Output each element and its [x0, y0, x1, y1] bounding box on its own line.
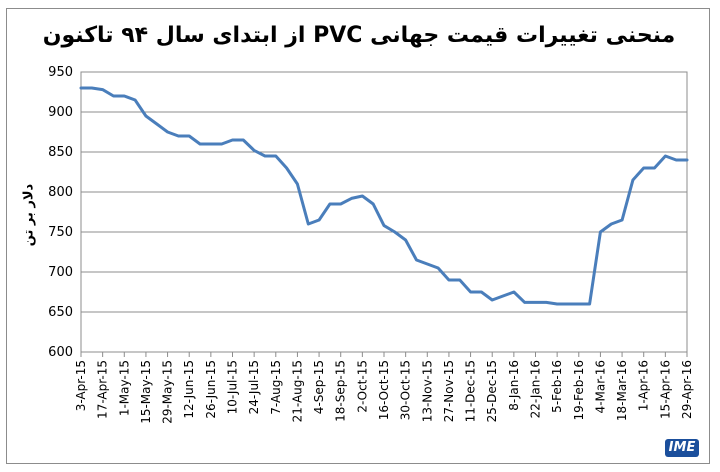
line-chart: 600 650 700 750 800 850 900 950 3-Apr-15 17-Apr-1…: [48, 65, 694, 424]
x-tick-label: 18-Sep-15: [334, 360, 348, 422]
plot-area: [80, 71, 688, 353]
ime-logo: IME: [665, 439, 699, 457]
x-tick-label: 11-Dec-15: [464, 360, 478, 422]
x-tick-label: 4-Mar-16: [593, 360, 607, 413]
x-tick-label: 16-Oct-15: [377, 360, 391, 420]
x-tick-label: 30-Oct-15: [399, 360, 413, 420]
x-tick-label: 19-Feb-16: [572, 360, 586, 420]
x-tick-label: 24-Jul-15: [247, 360, 261, 414]
x-tick-label: 29-Apr-16: [680, 360, 694, 419]
x-tick-label: 5-Feb-16: [550, 360, 564, 413]
x-tick-label: 4-Sep-15: [312, 360, 326, 414]
chart-frame: منحنی تغییرات قیمت جهانی PVC از ابتدای س…: [6, 8, 710, 464]
x-tick-label: 15-May-15: [139, 360, 153, 424]
x-tick-label: 8-Jan-16: [507, 360, 521, 411]
x-tick-label: 3-Apr-15: [74, 360, 88, 411]
y-tick-label: 800: [48, 185, 73, 200]
y-tick-label: 600: [48, 345, 73, 360]
x-tick-label: 15-Apr-16: [658, 360, 672, 419]
y-tick-label: 850: [48, 145, 73, 160]
x-tick-label: 12-Jun-15: [182, 360, 196, 419]
y-tick-label: 950: [48, 65, 73, 80]
x-tick-label: 26-Jun-15: [204, 360, 218, 419]
x-tick-label: 22-Jan-16: [529, 360, 543, 418]
x-tick-label: 21-Aug-15: [290, 360, 304, 422]
y-tick-label: 700: [48, 265, 73, 280]
x-tick-label: 27-Nov-15: [442, 360, 456, 422]
x-tick-label: 1-Apr-16: [637, 360, 651, 411]
x-tick-label: 25-Dec-15: [485, 360, 499, 422]
y-tick-label: 750: [48, 225, 73, 240]
chart-title: منحنی تغییرات قیمت جهانی PVC از ابتدای س…: [42, 23, 676, 48]
x-tick-label: 1-May-15: [117, 360, 131, 416]
x-tick-label: 10-Jul-15: [226, 360, 240, 414]
x-tick-label: 2-Oct-15: [355, 360, 369, 413]
y-tick-label: 900: [48, 105, 73, 120]
series-line: [79, 86, 689, 306]
x-tick-label: 7-Aug-15: [269, 360, 283, 415]
x-tick-label: 13-Nov-15: [420, 360, 434, 422]
x-tick-label: 17-Apr-15: [96, 360, 110, 419]
x-tick-label: 29-May-15: [161, 360, 175, 424]
x-tick-label: 18-Mar-16: [615, 360, 629, 421]
y-tick-label: 650: [48, 305, 73, 320]
